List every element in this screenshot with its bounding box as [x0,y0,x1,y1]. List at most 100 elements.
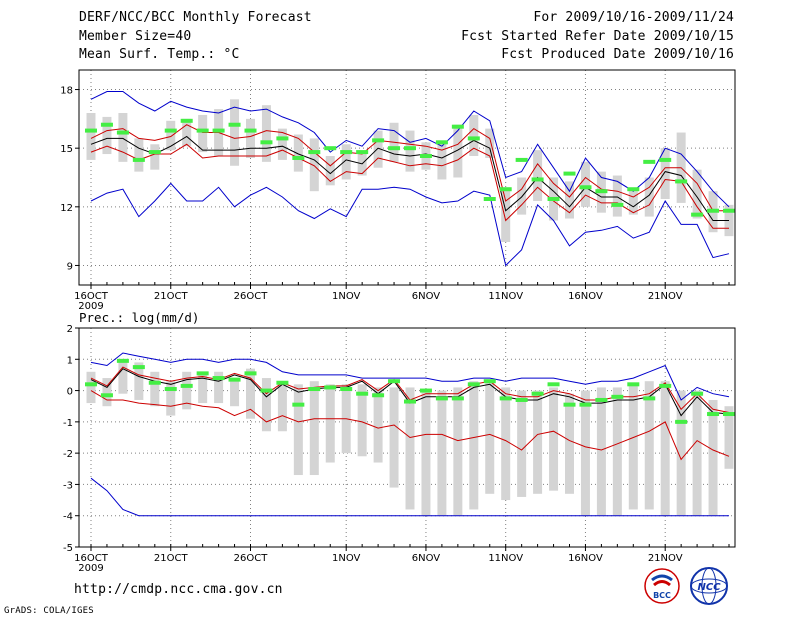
marker [260,388,273,393]
marker [627,187,640,192]
spread-bar [501,187,511,242]
x-tick-label: 1NOV [332,291,361,302]
spread-bar [277,128,287,160]
marker [308,150,321,155]
spread-bar [533,390,543,494]
marker [324,146,337,151]
precipitation-panel: -5 -4 -3 -2 -1 0 1 2 16OCT 21OCT 26OCT 1NOV 6NOV 11NO… [63,324,736,574]
marker [244,128,257,133]
spread-bar [150,371,160,407]
spread-bar [246,118,255,158]
x-tick-label: 16OCT [74,553,109,564]
marker [691,391,704,396]
marker [515,157,528,162]
plot-frame [78,69,736,286]
spread-bar [565,393,574,494]
temperature-panel: 9 12 15 18 16OCT 21OCT 26OCT 1NOV 6NOV 11NOV 16NOV… [60,69,736,312]
fcst-produced-date: Fcst Produced Date 2009/10/16 [501,47,734,62]
marker [196,371,209,376]
marker [212,128,225,133]
spread-bar [549,387,559,491]
precip-ylabel: Prec.: log(mm/d) [79,310,199,325]
marker [292,402,305,407]
spread-bar [325,384,335,463]
y-tick-label: 12 [60,203,73,214]
x-tick-label: 21NOV [648,553,683,564]
marker [148,150,161,155]
spread-bar [517,390,527,497]
spread-bar [612,387,622,516]
x-tick-label: 6NOV [412,291,441,302]
spread-bar [596,387,606,516]
ncc-logo: NCC [690,567,728,605]
y-tick-label: -4 [63,512,73,523]
marker [180,118,193,123]
marker [547,382,560,387]
marker [356,150,369,155]
y-tick-label: 1 [67,355,73,366]
spread-bar [182,118,192,147]
marker [547,197,560,201]
marker [340,150,353,155]
chart-title: DERF/NCC/BCC Monthly Forecast [79,10,312,25]
y-tick-label: 15 [60,144,73,155]
marker [499,396,512,401]
spread-bar [277,381,287,432]
spread-bar [357,384,367,457]
spread-bar [517,177,527,215]
marker [659,383,672,388]
marker [276,380,289,385]
marker [356,391,369,396]
marker [659,157,672,162]
ncc-logo-text: NCC [697,582,721,593]
marker [388,146,401,151]
spread-bar [198,374,208,404]
y-tick-label: 18 [60,86,73,97]
bcc-logo: BCC [644,568,680,604]
grads-credit: GrADS: COLA/IGES [4,606,94,616]
marker [435,140,448,145]
spread-bar [325,156,335,186]
marker [276,136,289,141]
max-line [90,91,730,208]
marker [164,387,177,392]
marker [196,128,209,133]
marker [707,412,720,417]
spread-bar [182,371,192,410]
marker [419,154,432,158]
x-tick-label: 11NOV [488,291,523,302]
marker [116,130,129,135]
marker [483,379,496,384]
marker [244,371,257,376]
marker [435,396,448,401]
spread-bar [118,359,128,394]
marker [100,393,113,398]
spread-bar [692,169,702,219]
source-url[interactable]: http://cmdp.ncc.cma.gov.cn [74,582,283,597]
min-line [90,477,729,517]
spread-bar [102,116,112,155]
marker [611,202,624,207]
x-tick-label: 21OCT [154,291,189,302]
spread-bar [453,124,463,178]
marker [324,385,337,390]
spread-bar [485,128,495,158]
x-tick-label: 16NOV [568,291,603,302]
spread-bar [644,381,654,510]
spread-bar [580,161,590,207]
spread-bar [102,378,112,407]
marker [563,171,576,176]
x-tick-label: 6NOV [412,553,441,564]
spread-bar [660,148,670,199]
spread-bar [676,390,686,516]
spread-bar [246,368,255,419]
spread-bar [309,381,319,476]
marker [148,380,161,385]
marker [467,136,480,141]
y-tick-label: 9 [67,261,73,272]
marker [531,177,544,182]
x-tick-label: 26OCT [234,553,269,564]
marker [404,399,416,404]
marker [723,412,735,417]
spread-bar [293,384,303,476]
